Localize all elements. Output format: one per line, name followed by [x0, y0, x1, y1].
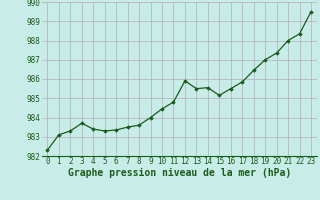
X-axis label: Graphe pression niveau de la mer (hPa): Graphe pression niveau de la mer (hPa): [68, 168, 291, 178]
